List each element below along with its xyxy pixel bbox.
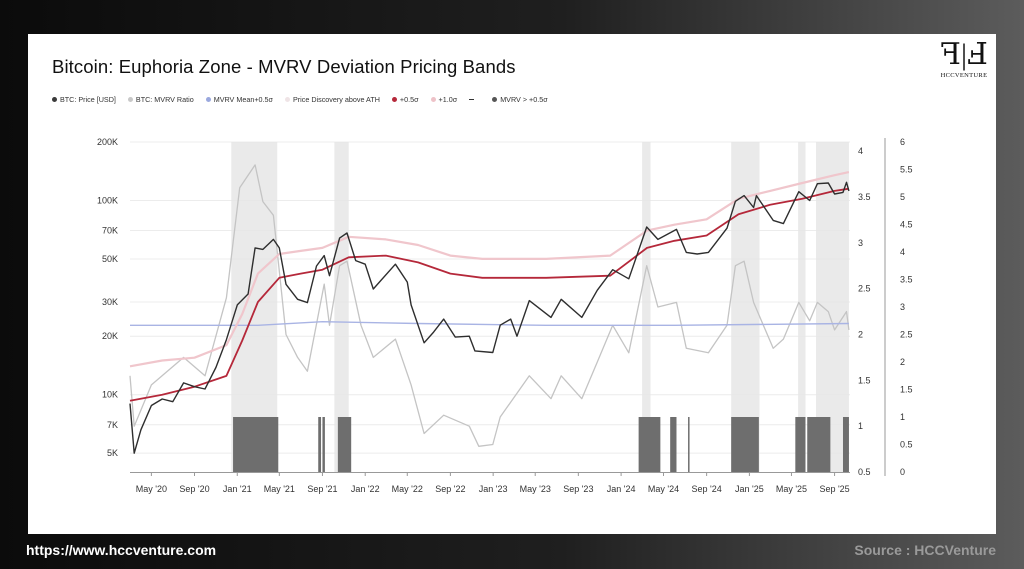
legend-item[interactable]: Price Discovery above ATH	[284, 95, 380, 104]
chart-legend: BTC: Price [USD] BTC: MVRV Ratio MVRV Mean…	[52, 95, 548, 104]
y-left-tick-label: 10K	[102, 390, 118, 400]
legend-label: +1.0σ	[438, 95, 458, 104]
y-left-tick-label: 5K	[107, 448, 118, 458]
y-left-tick-label: 7K	[107, 420, 118, 430]
legend-dot-icon	[127, 97, 133, 102]
y-left-tick-label: 100K	[97, 195, 118, 205]
chart-title: Bitcoin: Euphoria Zone - MVRV Deviation …	[52, 56, 516, 77]
y-mid-tick-label: 1	[858, 421, 863, 431]
x-tick-label: Jan '21	[223, 484, 252, 494]
x-tick-label: May '24	[648, 484, 679, 494]
mvrv-signal-block	[322, 417, 325, 472]
mvrv-signal-block	[337, 417, 352, 472]
y-left-tick-label: 200K	[97, 137, 118, 147]
y-right-tick-label: 5.5	[900, 165, 913, 175]
legend-dot-icon	[284, 97, 290, 102]
logo-text: HCCVENTURE	[940, 72, 988, 79]
legend-label: +0.5σ	[399, 95, 419, 104]
chart-card: Bitcoin: Euphoria Zone - MVRV Deviation …	[28, 34, 996, 534]
y-right-tick-label: 0	[900, 467, 905, 477]
legend-item[interactable]: MVRV > +0.5σ	[492, 95, 548, 104]
btc-price-line	[129, 181, 850, 454]
x-tick-label: Sep '25	[819, 484, 849, 494]
y-left-tick-label: 30K	[102, 297, 118, 307]
x-tick-label: Sep '22	[435, 484, 465, 494]
legend-dot-icon	[492, 97, 498, 102]
x-tick-label: May '22	[392, 484, 423, 494]
x-tick-label: May '25	[776, 484, 807, 494]
y-left-tick-label: 70K	[102, 226, 118, 236]
mvrv-signal-block	[318, 417, 322, 472]
legend-dash-icon	[469, 99, 475, 100]
y-right-tick-label: 5	[900, 192, 905, 202]
legend-dot-icon	[52, 97, 57, 102]
x-tick-label: Sep '24	[692, 484, 722, 494]
x-tick-label: May '21	[264, 484, 295, 494]
y-mid-tick-label: 2.5	[858, 284, 871, 294]
hccventure-logo: ꟻ|Ⅎ HCCVENTURE	[938, 40, 990, 86]
y-right-tick-label: 1.5	[900, 385, 913, 395]
y-mid-tick-label: 3	[858, 238, 863, 248]
mvrv-signal-block	[731, 417, 759, 472]
price-discovery-shade	[642, 142, 651, 472]
y-right-tick-label: 3.5	[900, 275, 913, 285]
y-right-tick-label: 1	[900, 412, 905, 422]
legend-item[interactable]	[469, 99, 480, 100]
mvrv-signal-block	[233, 417, 279, 472]
legend-label: MVRV Mean+0.5σ	[213, 95, 273, 104]
mvrv-signal-block	[842, 417, 849, 472]
x-tick-label: Sep '20	[179, 484, 209, 494]
band-1-0-sigma-line	[129, 171, 850, 368]
y-right-tick-label: 6	[900, 137, 905, 147]
legend-label: BTC: Price [USD]	[60, 95, 116, 104]
y-right-tick-label: 0.5	[900, 440, 913, 450]
chart-svg: 5K 7K 10K 20K 30K 50K 70K 100K 200K 0.5 1 1.5 2 2.5 3 3…	[97, 137, 913, 494]
mvrv-signal-block	[807, 417, 831, 472]
y-right-tick-label: 4.5	[900, 220, 913, 230]
footer-source: Source : HCCVenture	[854, 542, 996, 558]
logo-mark-icon: ꟻ|Ⅎ	[940, 38, 988, 71]
x-tick-label: Jan '24	[607, 484, 636, 494]
legend-label: MVRV > +0.5σ	[500, 95, 548, 104]
y-mid-tick-label: 3.5	[858, 192, 871, 202]
y-right-tick-label: 2	[900, 357, 905, 367]
y-left-tick-label: 20K	[102, 331, 118, 341]
mvrv-signal-block	[670, 417, 677, 472]
legend-dot-icon	[430, 97, 436, 102]
legend-item[interactable]: MVRV Mean+0.5σ	[205, 95, 273, 104]
x-tick-label: May '23	[520, 484, 551, 494]
mvrv-signal-block	[795, 417, 806, 472]
y-right-tick-label: 3	[900, 302, 905, 312]
y-right-tick-label: 2.5	[900, 330, 913, 340]
x-tick-label: May '20	[136, 484, 167, 494]
mvrv-signal-block	[638, 417, 661, 472]
y-mid-tick-label: 4	[858, 146, 863, 156]
x-tick-label: Sep '23	[563, 484, 593, 494]
legend-label: Price Discovery above ATH	[292, 95, 380, 104]
band-0-5-sigma-line	[129, 187, 850, 402]
y-mid-tick-label: 2	[858, 330, 863, 340]
x-tick-label: Jan '25	[735, 484, 764, 494]
y-mid-tick-label: 0.5	[858, 467, 871, 477]
x-tick-label: Jan '22	[351, 484, 380, 494]
footer-url[interactable]: https://www.hccventure.com	[26, 542, 217, 558]
legend-item[interactable]: BTC: MVRV Ratio	[127, 95, 194, 104]
legend-label: BTC: MVRV Ratio	[135, 95, 194, 104]
legend-item[interactable]: BTC: Price [USD]	[52, 95, 116, 104]
x-tick-label: Sep '21	[307, 484, 337, 494]
y-mid-tick-label: 1.5	[858, 375, 871, 385]
price-discovery-shade	[334, 142, 349, 472]
mvrv-signal-block	[688, 417, 690, 472]
legend-item[interactable]: +0.5σ	[391, 95, 419, 104]
legend-dot-icon	[205, 97, 211, 102]
y-right-tick-label: 4	[900, 247, 905, 257]
x-tick-label: Jan '23	[479, 484, 508, 494]
y-left-tick-label: 50K	[102, 254, 118, 264]
legend-dot-icon	[391, 97, 397, 102]
mvrv-ratio-line	[129, 164, 850, 447]
legend-item[interactable]: +1.0σ	[430, 95, 458, 104]
